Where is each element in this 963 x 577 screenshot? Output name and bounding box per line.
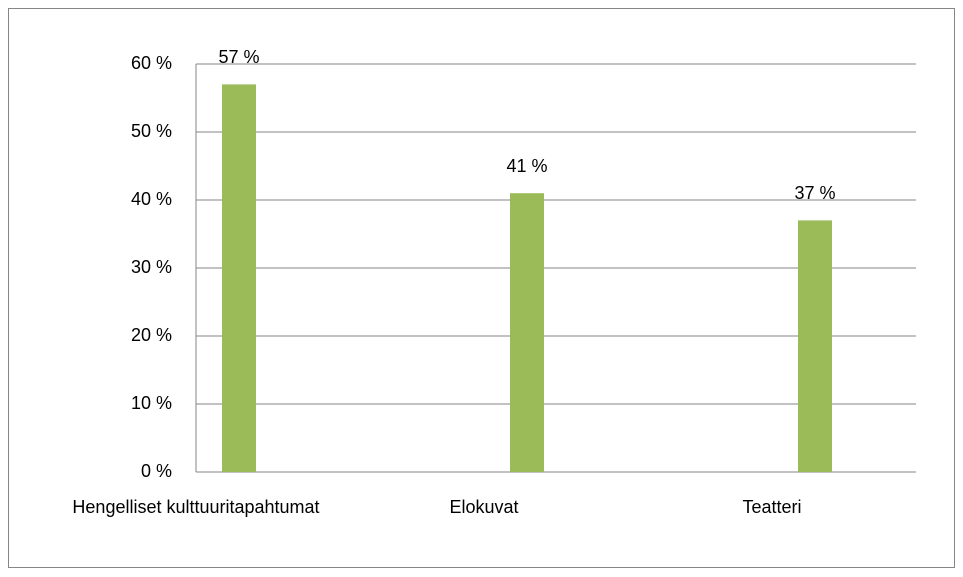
y-tick-label: 0 % xyxy=(141,461,172,481)
chart-border xyxy=(8,8,955,568)
data-label: 57 % xyxy=(218,47,259,67)
data-label: 37 % xyxy=(794,183,835,203)
x-tick-label: Teatteri xyxy=(742,497,801,517)
y-tick-label: 60 % xyxy=(131,53,172,73)
bar xyxy=(510,193,544,472)
y-tick-label: 50 % xyxy=(131,121,172,141)
data-label: 41 % xyxy=(506,156,547,176)
y-tick-label: 40 % xyxy=(131,189,172,209)
y-tick-label: 30 % xyxy=(131,257,172,277)
y-tick-label: 10 % xyxy=(131,393,172,413)
x-tick-label: Hengelliset kulttuuritapahtumat xyxy=(72,497,319,517)
bar xyxy=(798,220,832,472)
y-tick-label: 20 % xyxy=(131,325,172,345)
bar xyxy=(222,84,256,473)
x-tick-label: Elokuvat xyxy=(449,497,518,517)
